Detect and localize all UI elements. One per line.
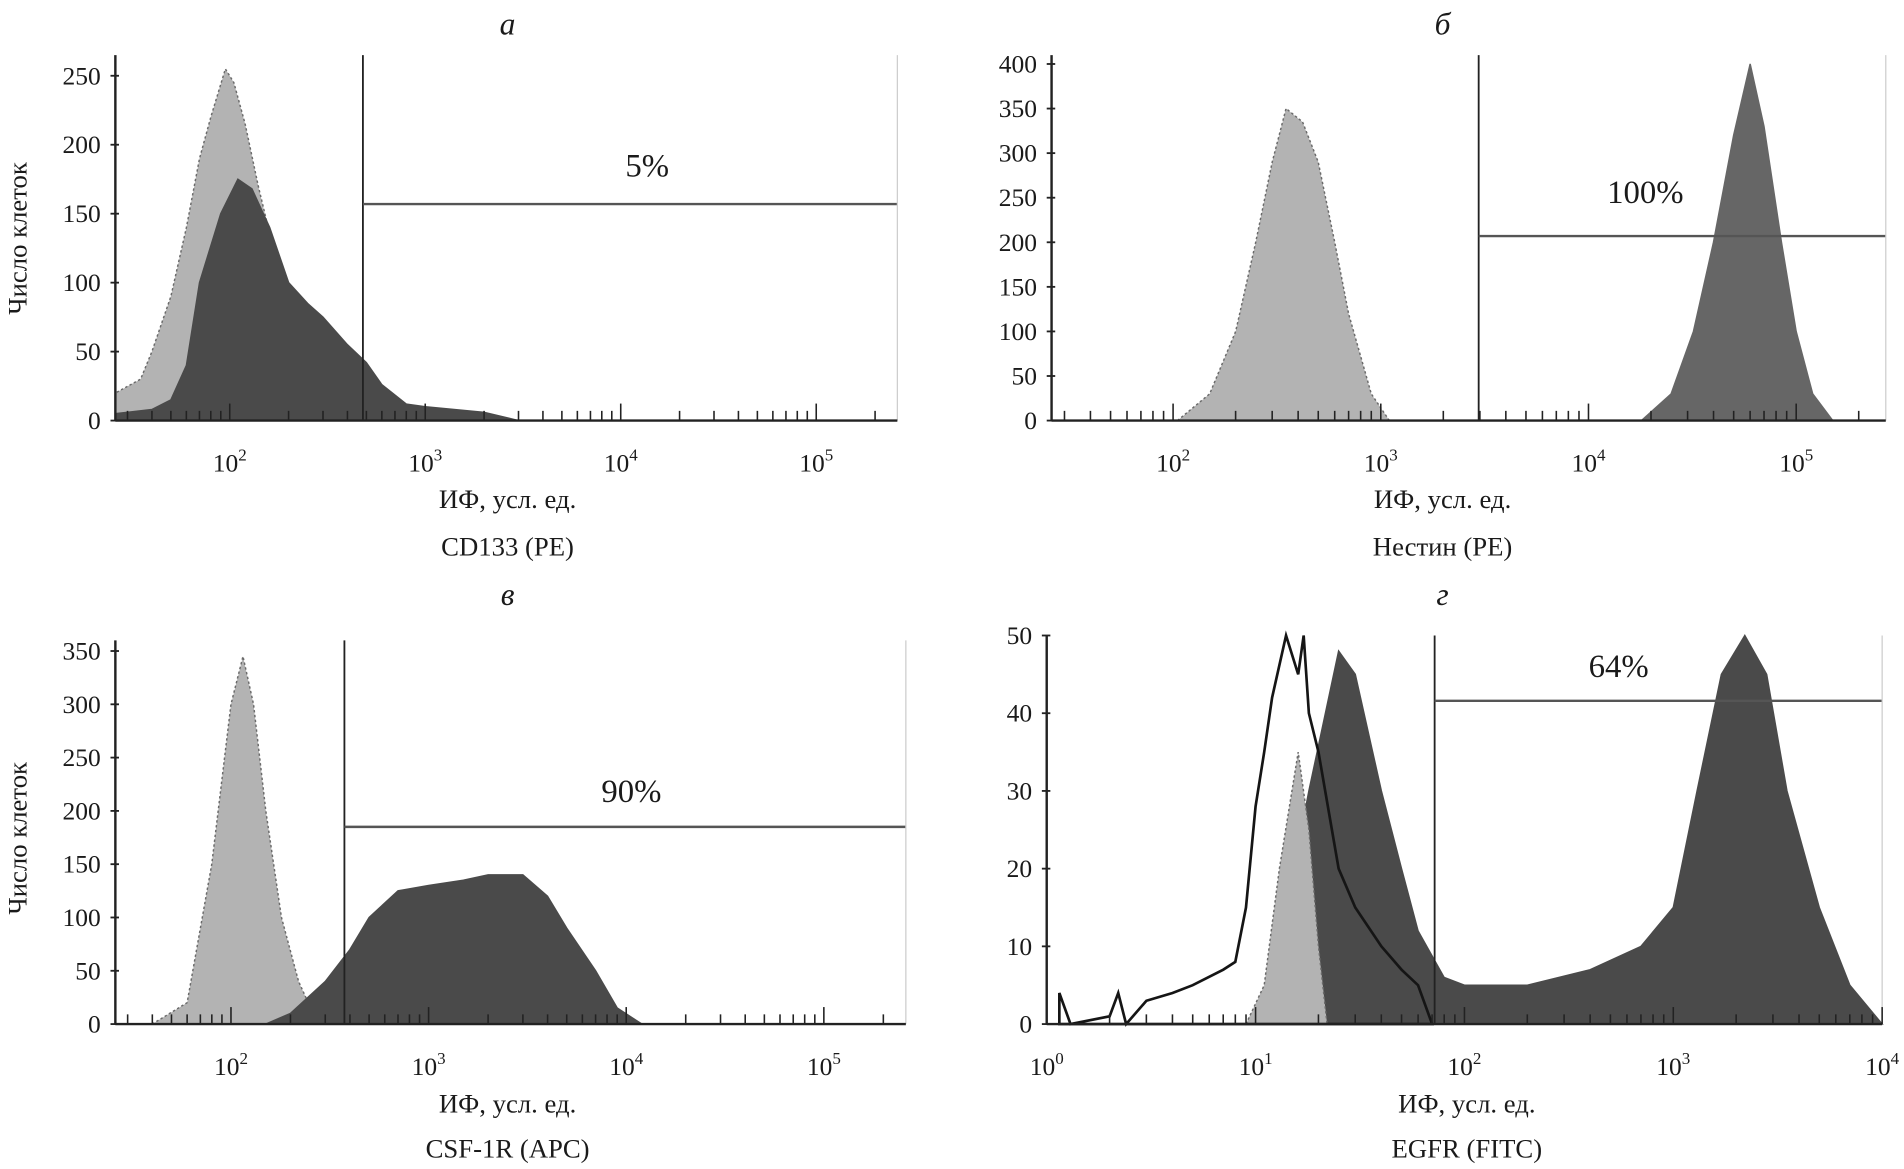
x-tick-label: 104 — [1571, 446, 1606, 478]
y-tick-label: 300 — [999, 139, 1037, 168]
y-tick-label: 0 — [1024, 406, 1037, 435]
gate-percent-label: 100% — [1607, 175, 1683, 211]
y-tick-label: 150 — [63, 850, 101, 879]
panel-letter: а — [500, 6, 516, 41]
y-tick-label: 250 — [63, 61, 101, 90]
y-tick-label: 200 — [63, 796, 101, 825]
histogram-stain — [265, 874, 645, 1025]
y-tick-label: 50 — [75, 956, 101, 985]
x-tick-label: 102 — [1447, 1049, 1481, 1081]
x-tick-label: 104 — [609, 1049, 644, 1081]
histogram-isotype — [1244, 751, 1328, 1025]
y-tick-label: 150 — [63, 199, 101, 228]
y-tick-label: 350 — [63, 637, 101, 666]
histogram-isotype — [1175, 107, 1391, 422]
gate-percent-label: 64% — [1589, 649, 1649, 685]
histogram-stain — [1254, 634, 1884, 1025]
panel-letter: б — [1435, 6, 1452, 41]
y-tick-label: 0 — [1019, 1010, 1032, 1039]
marker-label: CSF-1R (APC) — [426, 1134, 590, 1164]
panel-c: в Число клеток ИФ, усл. ед. CSF-1R (APC)… — [3, 577, 907, 1164]
x-tick-label: 100 — [1030, 1049, 1064, 1081]
y-tick-label: 100 — [63, 903, 101, 932]
x-tick-label: 102 — [214, 1049, 248, 1081]
y-tick-label: 100 — [999, 317, 1037, 346]
marker-label: EGFR (FITC) — [1392, 1134, 1543, 1164]
y-tick-label: 100 — [63, 268, 101, 297]
y-axis-label: Число клеток — [3, 162, 33, 315]
x-tick-label: 104 — [1865, 1049, 1900, 1081]
panel-letter: в — [501, 577, 515, 612]
x-tick-label: 103 — [408, 446, 442, 478]
panel-b: б ИФ, усл. ед. Нестин (PE) 100% 0 50 100 15… — [999, 6, 1887, 561]
marker-label: CD133 (PE) — [441, 531, 574, 561]
gate-percent-label: 5% — [625, 149, 669, 185]
y-tick-label: 300 — [63, 690, 101, 719]
x-tick-label: 105 — [807, 1049, 841, 1081]
histogram-stain-b — [1639, 63, 1835, 422]
y-tick-label: 50 — [1012, 361, 1038, 390]
x-tick-label: 103 — [1364, 446, 1398, 478]
y-tick-label: 200 — [999, 228, 1037, 257]
x-tick-label: 103 — [1656, 1049, 1690, 1081]
histogram-isotype — [149, 656, 328, 1025]
y-tick-label: 400 — [999, 49, 1037, 78]
x-tick-label: 104 — [604, 446, 639, 478]
y-tick-label: 250 — [63, 743, 101, 772]
plot-area — [1175, 63, 1835, 422]
panel-letter: г — [1436, 577, 1448, 612]
gate-percent-label: 90% — [601, 774, 661, 810]
y-tick-label: 30 — [1007, 776, 1032, 805]
y-tick-label: 250 — [999, 183, 1037, 212]
x-tick-label: 102 — [213, 446, 247, 478]
y-tick-label: 40 — [1007, 699, 1032, 728]
x-axis-label: ИФ, усл. ед. — [1374, 484, 1511, 514]
y-tick-label: 50 — [1007, 621, 1032, 650]
x-axis-label: ИФ, усл. ед. — [1398, 1089, 1535, 1119]
y-tick-label: 50 — [75, 337, 101, 366]
y-tick-label: 0 — [88, 1010, 101, 1039]
x-axis-label: ИФ, усл. ед. — [439, 484, 576, 514]
y-tick-label: 10 — [1007, 932, 1032, 961]
plot-area — [1058, 630, 1884, 1027]
panel-d: г ИФ, усл. ед. EGFR (FITC) 64% 0 10 20 30 40… — [1007, 577, 1900, 1164]
histogram-isotype-black — [1058, 630, 1435, 1027]
y-tick-label: 150 — [999, 272, 1037, 301]
x-tick-label: 105 — [799, 446, 833, 478]
x-tick-label: 101 — [1239, 1049, 1273, 1081]
histogram-stain — [114, 178, 519, 422]
y-tick-label: 200 — [63, 130, 101, 159]
plot-area — [114, 67, 519, 422]
marker-label: Нестин (PE) — [1373, 531, 1513, 561]
x-tick-label: 105 — [1779, 446, 1813, 478]
y-axis-label: Число клеток — [3, 762, 33, 915]
x-tick-label: 103 — [412, 1049, 446, 1081]
x-tick-label: 102 — [1156, 446, 1190, 478]
y-tick-label: 0 — [88, 406, 101, 435]
plot-area — [149, 656, 645, 1025]
y-tick-label: 350 — [999, 94, 1037, 123]
panel-a: а Число клеток ИФ, усл. ед. CD133 (PE) 5… — [3, 6, 898, 561]
y-tick-label: 20 — [1007, 854, 1032, 883]
x-axis-label: ИФ, усл. ед. — [439, 1089, 576, 1119]
